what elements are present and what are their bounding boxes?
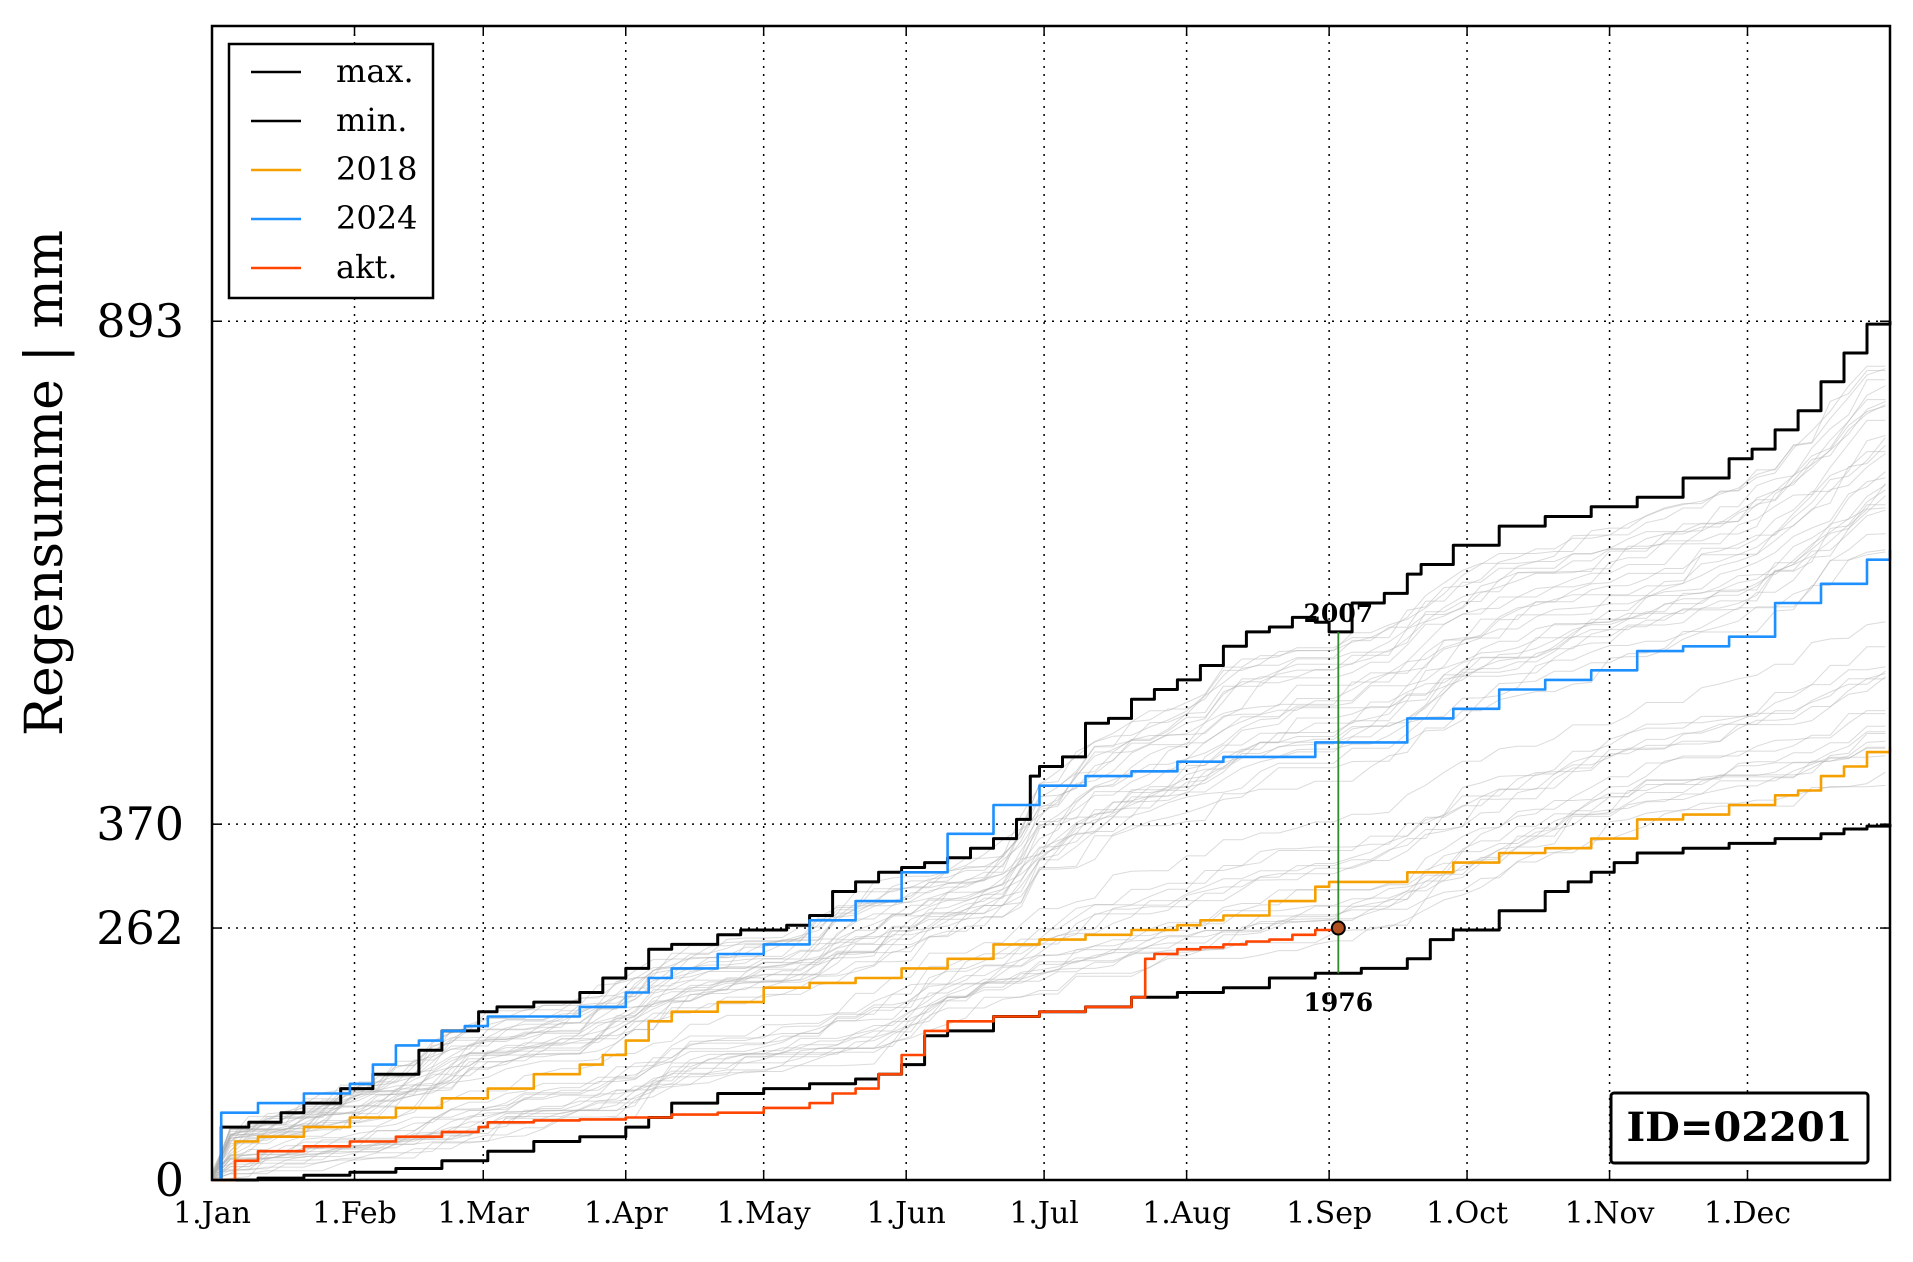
background-year-line [211,504,1886,1176]
y-tick-label: 0 [155,1153,184,1207]
background-year-line [211,451,1886,1181]
background-year-line [211,453,1886,1181]
background-year-line [211,710,1886,1173]
background-year-line [211,379,1886,1181]
station-id-box: ID=02201 [1609,1091,1870,1165]
series-line-2024 [212,550,1892,1182]
x-tick-label: 1.Apr [584,1196,668,1231]
station-id-frame [1609,1091,1870,1165]
background-year-line [211,533,1886,1181]
x-tick-label: 1.May [717,1196,811,1231]
background-year-line [211,444,1886,1181]
legend-label: akt. [336,248,398,286]
background-year-line [211,678,1886,1181]
plot-frame [210,24,1892,1182]
y-tick-label: 262 [96,901,184,955]
background-year-lines [211,365,1886,1181]
legend-label: 2018 [336,150,417,188]
series-line-2018 [212,747,1892,1182]
x-tick-label: 1.Dec [1704,1196,1791,1231]
x-tick-label: 1.Jun [867,1196,946,1231]
x-axis: 1.Jan 1.Feb 1.Mar 1.Apr 1.May 1.Jun 1.Jul 1.Aug… [173,26,1791,1231]
background-year-line [211,471,1886,1181]
grid [212,26,1890,1180]
background-year-line [211,435,1886,1176]
background-year-line [211,747,1886,1174]
x-tick-label: 1.Mar [437,1196,529,1231]
background-year-line [211,399,1886,1176]
y-axis: 0 262 370 893 [96,294,1890,1207]
x-tick-label: 1.Feb [312,1196,397,1231]
min-year-label: 1976 [1304,988,1374,1017]
background-year-line [211,551,1886,1181]
background-year-line [211,549,1886,1181]
markers: 2007 1976 [1304,599,1374,1017]
background-year-line [211,673,1886,1181]
current-value-point [1330,920,1346,936]
background-year-line [211,621,1886,1181]
x-tick-label: 1.Oct [1426,1196,1508,1231]
legend: max. min. 2018 2024 akt. [227,42,435,300]
background-year-line [211,489,1886,1181]
background-year-line [211,405,1886,1179]
background-year-line [211,507,1886,1175]
series-line-max [212,321,1892,1182]
background-year-line [211,509,1886,1171]
legend-label: 2024 [336,199,417,237]
background-year-line [211,404,1886,1180]
x-tick-label: 1.Aug [1142,1196,1231,1231]
background-year-line [211,401,1886,1181]
background-year-line [211,483,1886,1171]
y-tick-label: 370 [96,797,184,851]
background-year-line [211,495,1886,1181]
x-tick-label: 1.Jan [173,1196,251,1231]
x-tick-label: 1.Nov [1565,1196,1655,1231]
background-year-line [211,666,1886,1181]
series-lines [212,321,1892,1182]
station-id-label: ID=02201 [1626,1104,1852,1151]
y-axis-label: Regensumme | mm [15,230,75,736]
legend-label: max. [336,52,414,90]
max-year-label: 2007 [1304,599,1374,628]
series-line-akt [212,928,1340,1182]
legend-label: min. [336,101,407,139]
background-year-line [211,484,1886,1178]
x-tick-label: 1.Jul [1009,1196,1079,1231]
background-year-line [211,740,1886,1181]
background-year-line [211,419,1886,1179]
background-year-line [211,477,1886,1176]
background-year-line [211,713,1886,1173]
background-year-line [211,746,1886,1181]
background-year-line [211,771,1886,1180]
y-tick-label: 893 [96,294,184,348]
background-year-line [211,755,1886,1181]
x-tick-label: 1.Sep [1286,1196,1372,1231]
background-year-line [211,385,1886,1181]
background-year-line [211,437,1886,1176]
background-year-line [211,646,1886,1176]
